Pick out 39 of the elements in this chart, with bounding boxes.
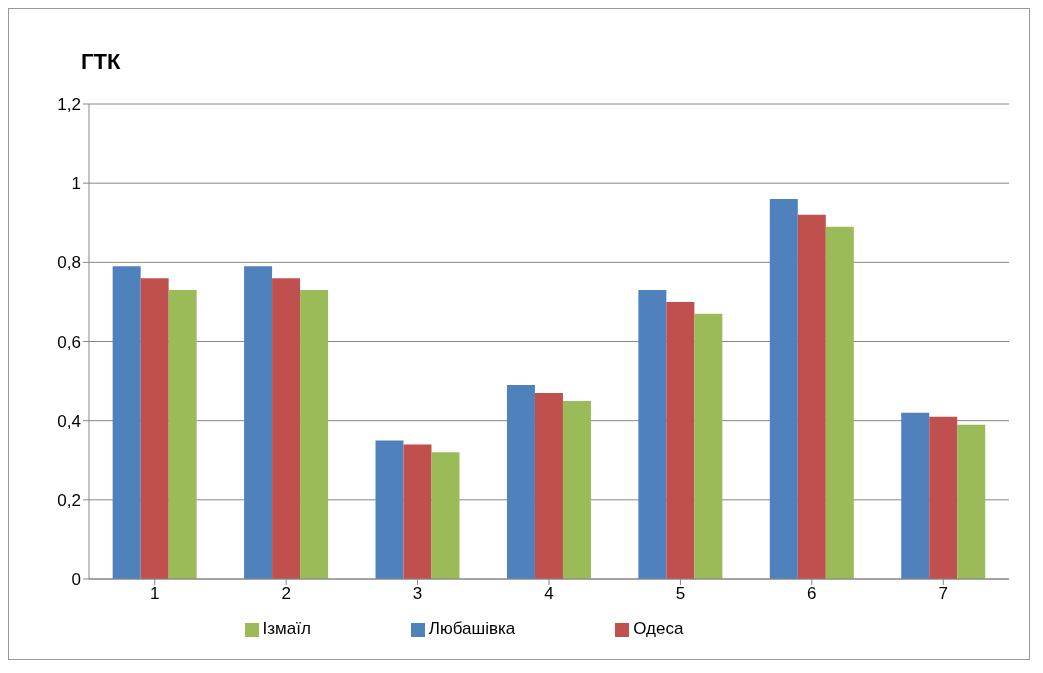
y-tick-label: 1,2 [57, 95, 81, 115]
x-tick-label: 5 [675, 584, 686, 604]
y-tick-label: 0,6 [57, 332, 81, 352]
bar [168, 290, 197, 579]
bar [666, 301, 695, 579]
bar [769, 199, 798, 579]
bar [825, 226, 854, 579]
bar [244, 266, 273, 579]
x-tick-label: 3 [412, 584, 423, 604]
y-tick-label: 1 [71, 174, 81, 194]
bar [300, 290, 329, 579]
legend-label: Ізмаїл [262, 619, 311, 638]
bar [929, 416, 958, 579]
bar [112, 266, 141, 579]
bar [562, 400, 591, 579]
x-tick-label: 1 [149, 584, 160, 604]
bar [506, 385, 535, 579]
y-axis-title: ГТК [81, 49, 121, 75]
bar [638, 290, 667, 579]
bar [272, 278, 301, 579]
bar [140, 278, 169, 579]
legend-label: Любашівка [428, 619, 516, 638]
bar [375, 440, 404, 579]
bar [957, 424, 986, 579]
x-tick-label: 4 [544, 584, 554, 604]
bar [403, 444, 432, 579]
x-tick-label: 6 [807, 584, 817, 604]
legend-label: Одеса [633, 619, 684, 638]
y-tick-label: 0,2 [57, 490, 81, 510]
y-tick-label: 0,8 [57, 253, 81, 273]
x-tick-label: 2 [281, 584, 291, 604]
x-tick-label: 7 [938, 584, 949, 604]
bar [901, 412, 930, 579]
bar [431, 452, 460, 579]
bar [694, 313, 723, 579]
bar [797, 214, 826, 579]
y-tick-label: 0,4 [57, 411, 81, 431]
bar [534, 392, 563, 579]
y-tick-label: 0 [71, 570, 81, 590]
